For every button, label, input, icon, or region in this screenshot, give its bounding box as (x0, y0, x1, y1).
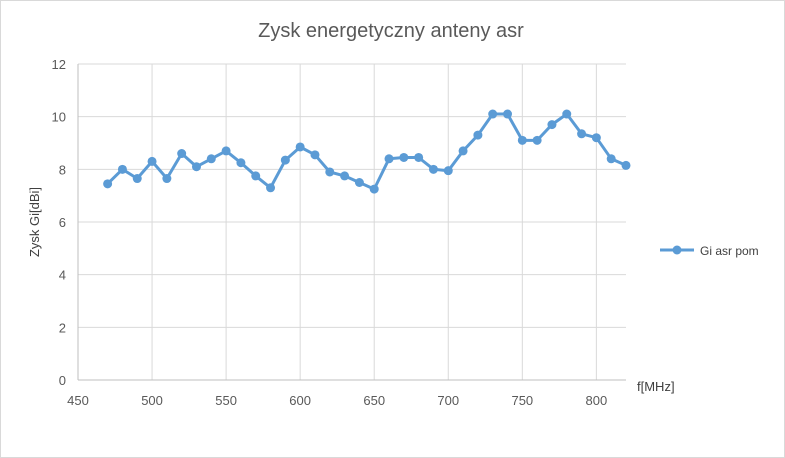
x-tick-label: 500 (141, 393, 163, 408)
data-point (310, 150, 320, 160)
x-axis-label: f[MHz] (637, 379, 675, 394)
data-point (547, 120, 557, 130)
data-point (325, 167, 335, 177)
data-point (562, 109, 572, 119)
data-point (132, 174, 142, 184)
data-point (221, 146, 231, 156)
x-tick-label: 450 (67, 393, 89, 408)
data-point (414, 152, 424, 162)
data-point (340, 171, 350, 181)
data-point (473, 130, 483, 140)
legend-point-marker (672, 245, 682, 255)
data-point (295, 142, 305, 152)
data-point (280, 155, 290, 165)
data-point (399, 152, 409, 162)
data-point (103, 179, 113, 189)
y-tick-label: 2 (59, 320, 66, 335)
data-point (591, 133, 601, 143)
y-tick-label: 10 (52, 110, 66, 125)
data-point (354, 178, 364, 187)
data-point (236, 158, 246, 168)
data-point (458, 146, 468, 156)
y-tick-label: 8 (59, 162, 66, 177)
data-point (443, 166, 453, 176)
x-tick-label: 800 (586, 393, 608, 408)
data-point (517, 135, 527, 145)
data-point (577, 129, 587, 139)
data-point (532, 135, 542, 145)
data-point (206, 154, 216, 164)
data-point (191, 162, 201, 172)
series-layer (103, 109, 631, 194)
data-point (251, 171, 261, 181)
data-point (621, 160, 631, 170)
y-tick-label: 6 (59, 215, 66, 230)
tick-labels: 0 2 4 6 8 10 12 450 500 550 600 650 700 750 800 (52, 57, 608, 408)
data-point (147, 156, 157, 166)
data-point (117, 164, 127, 174)
data-point (428, 164, 438, 174)
legend-label: Gi asr pom (700, 244, 759, 258)
x-tick-label: 700 (437, 393, 459, 408)
y-tick-label: 4 (59, 268, 66, 283)
legend: Gi asr pom (660, 244, 759, 258)
chart-title: Zysk energetyczny anteny asr (258, 20, 524, 42)
gridlines (78, 63, 626, 380)
x-tick-label: 600 (289, 393, 311, 408)
x-tick-label: 650 (363, 393, 385, 408)
data-point (369, 184, 379, 194)
data-point (384, 154, 394, 164)
y-axis-label: Zysk Gi[dBi] (27, 187, 42, 257)
data-point (488, 109, 498, 119)
axes (77, 64, 626, 381)
x-tick-label: 750 (511, 393, 533, 408)
x-tick-label: 550 (215, 393, 237, 408)
data-point (503, 109, 513, 119)
y-tick-label: 0 (59, 373, 66, 388)
y-tick-label: 12 (52, 57, 66, 72)
data-point (162, 174, 172, 184)
data-point (177, 149, 187, 159)
data-point (606, 154, 616, 164)
data-point (266, 183, 276, 193)
